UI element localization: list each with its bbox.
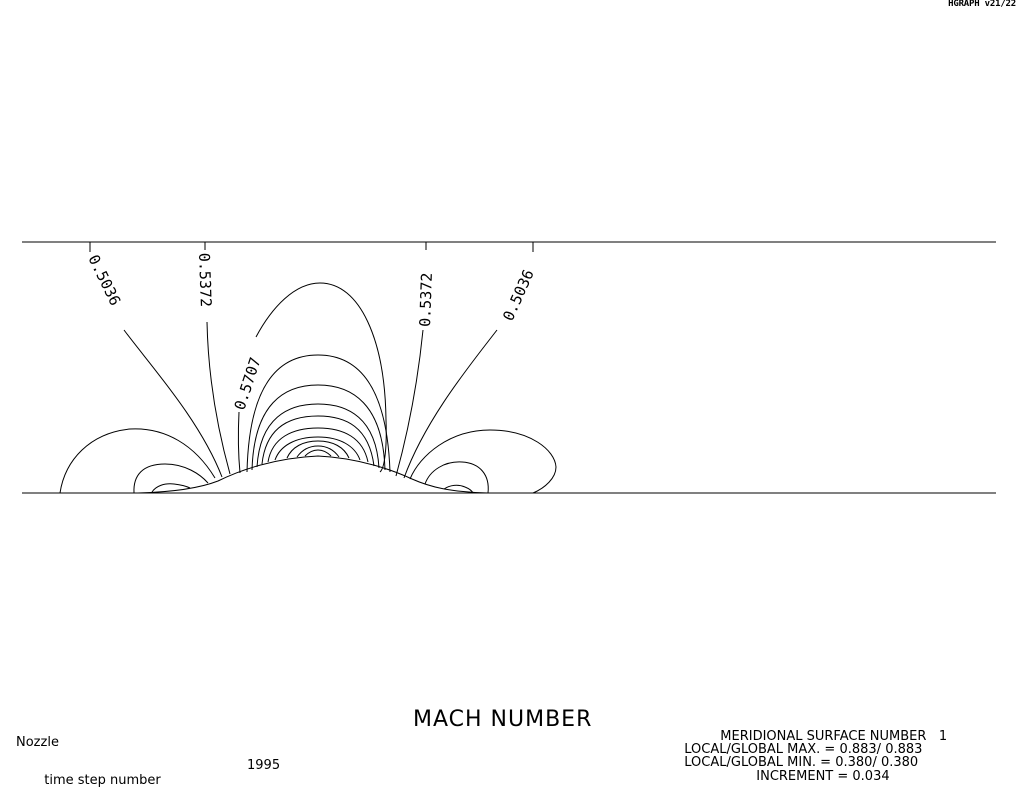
contour-line (267, 427, 369, 463)
contour-label: 0.5372 (195, 253, 215, 308)
contour-line (424, 461, 489, 494)
contour-line (274, 436, 361, 461)
contour-line (251, 384, 386, 471)
contour-line (296, 445, 340, 458)
contour-line (133, 463, 209, 494)
contour-line-0.5036 (123, 329, 223, 478)
min-info: LOCAL/GLOBAL MIN. = 0.380/ 0.380 (684, 755, 919, 770)
contour-line-0.5372 (206, 321, 231, 475)
bump-contour (137, 455, 489, 494)
increment-value: 0.034 (852, 769, 890, 784)
contour-line (443, 484, 474, 494)
surface-number: 1 (938, 729, 948, 744)
max-label: LOCAL/GLOBAL MAX. = (684, 742, 840, 757)
local-min: 0.380 (835, 755, 873, 770)
contour-label: 0.5707 (231, 355, 265, 412)
contour-line (59, 428, 216, 494)
contour-line (246, 354, 391, 473)
contour-label: 0.5372 (416, 272, 436, 327)
global-max: 0.883 (885, 742, 923, 757)
contour-line-0.5707 (255, 282, 387, 473)
surface-label: MERIDIONAL SURFACE NUMBER (720, 729, 927, 744)
chart-title: MACH NUMBER (413, 707, 593, 732)
contour-line (304, 449, 332, 457)
global-min: 0.380 (880, 755, 919, 770)
timestep-value: 1995 (247, 758, 281, 773)
timestep-label: time step number (44, 773, 161, 788)
contour-label: 0.5036 (499, 267, 537, 324)
contour-line (151, 483, 191, 493)
increment-info: INCREMENT = 0.034 (748, 757, 890, 784)
local-max: 0.883 (839, 742, 877, 757)
contour-line (409, 429, 557, 494)
surface-info: MERIDIONAL SURFACE NUMBER 1 (712, 717, 947, 743)
min-label: LOCAL/GLOBAL MIN. = (684, 755, 836, 770)
max-info: LOCAL/GLOBAL MAX. = 0.883/ 0.883 (684, 742, 923, 757)
contour-line (286, 440, 350, 459)
increment-label: INCREMENT = (756, 769, 853, 784)
contour-line (261, 415, 375, 467)
contour-line (256, 403, 380, 469)
contour-label: 0.5036 (84, 252, 124, 309)
contour-line-0.5036 (403, 329, 498, 479)
contour-line-0.5372 (395, 329, 424, 477)
timestep-readout: time step number 1995 (36, 758, 280, 803)
case-name: Nozzle (16, 735, 59, 750)
contour-plot: 0.5036 0.5372 0.5707 0.5372 0.5036 (22, 241, 996, 494)
program-version: HGRAPH v21/22 (948, 0, 1016, 9)
contour-line-0.5707 (237, 411, 241, 474)
